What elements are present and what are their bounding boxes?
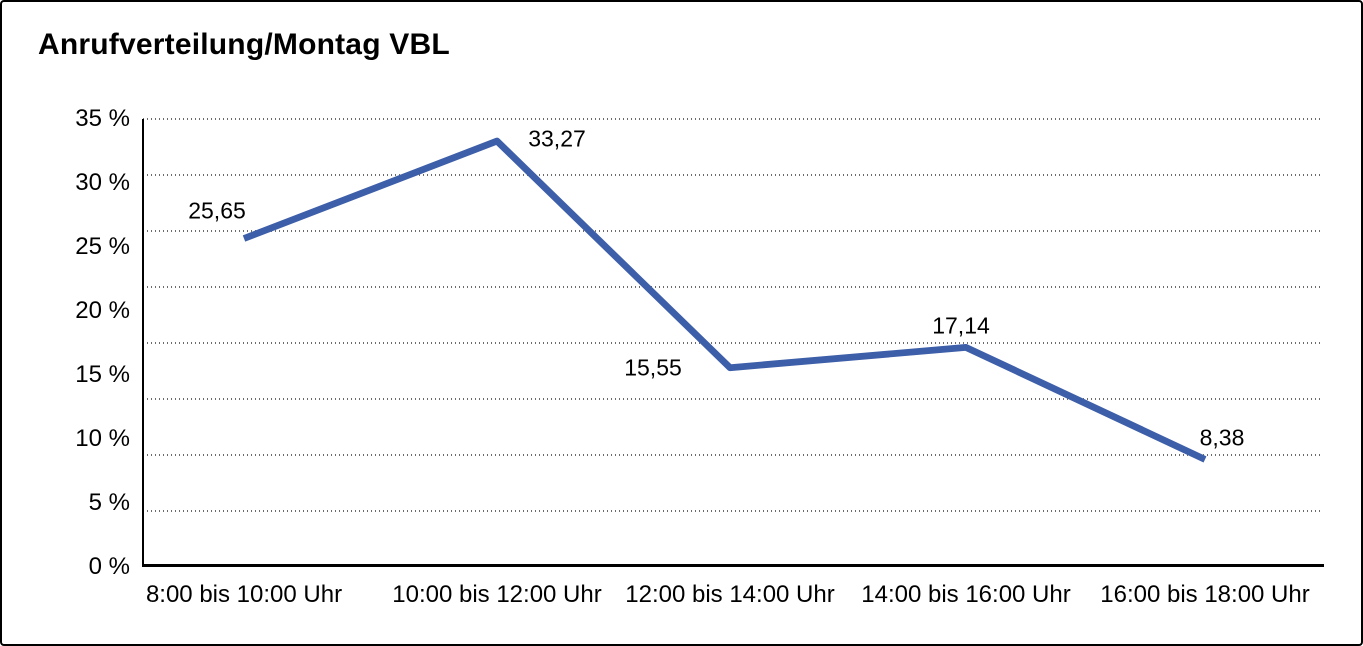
x-axis-category-label: 14:00 bis 16:00 Uhr	[861, 581, 1071, 608]
gridline	[143, 509, 1323, 512]
data-point-label: 33,27	[528, 125, 586, 152]
y-axis-tick-label: 30 %	[75, 168, 130, 196]
y-axis-tick-label: 5 %	[88, 488, 130, 516]
y-axis-tick-label: 10 %	[75, 424, 130, 452]
data-point-label: 15,55	[624, 354, 682, 381]
x-axis-category-label: 10:00 bis 12:00 Uhr	[392, 581, 602, 608]
gridline	[143, 341, 1323, 344]
y-axis-tick-label: 15 %	[75, 360, 130, 388]
gridline	[143, 229, 1323, 232]
x-axis-category-label: 12:00 bis 14:00 Uhr	[625, 581, 835, 608]
data-point-label: 8,38	[1199, 424, 1245, 451]
x-axis-line	[141, 564, 1324, 567]
gridline	[143, 173, 1323, 176]
gridline	[143, 397, 1323, 400]
y-axis-tick-label: 35 %	[75, 105, 130, 132]
gridline	[143, 453, 1323, 456]
y-axis-tick-label: 0 %	[88, 552, 130, 580]
data-point-label: 25,65	[188, 197, 246, 224]
x-axis-category-label: 16:00 bis 18:00 Uhr	[1100, 581, 1310, 608]
y-axis-line	[141, 119, 144, 566]
x-axis-category-label: 8:00 bis 10:00 Uhr	[145, 581, 343, 608]
y-axis-tick-label: 20 %	[75, 296, 130, 324]
gridline	[143, 285, 1323, 288]
data-point-label: 17,14	[932, 312, 990, 339]
data-line	[242, 137, 1207, 463]
y-axis-tick-label: 25 %	[75, 232, 130, 260]
gridline	[143, 118, 1323, 120]
chart-title: Anrufverteilung/Montag VBL	[38, 28, 450, 61]
